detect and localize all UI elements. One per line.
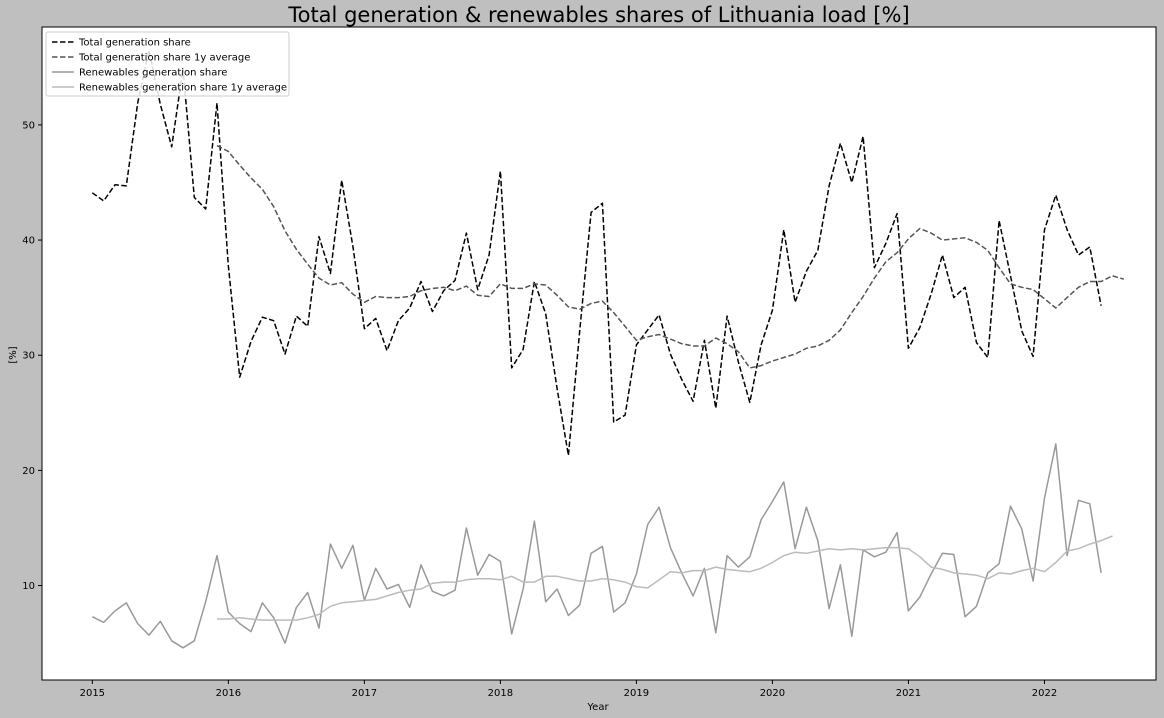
x-ticks: 2015 2016 2017 2018 2019 2020 2021 2022 [80, 680, 1057, 699]
x-tick-label: 2017 [352, 688, 377, 699]
chart-title: Total generation & renewables shares of … [288, 3, 910, 27]
x-tick-label: 2021 [896, 688, 921, 699]
y-ticks: 10 20 30 40 50 [22, 120, 42, 592]
legend-label: Renewables generation share [79, 68, 227, 79]
legend-box [45, 31, 290, 97]
series-line-3 [91, 443, 1102, 649]
legend: Total generation share Total generation s… [45, 31, 290, 97]
plot-area [41, 26, 1157, 681]
y-tick-label: 40 [22, 236, 35, 247]
y-tick-label: 30 [22, 351, 35, 362]
y-tick-label: 20 [22, 466, 35, 477]
x-tick-label: 2019 [624, 688, 649, 699]
y-tick-label: 10 [22, 581, 35, 592]
x-axis-label: Year [586, 702, 609, 713]
x-tick-label: 2015 [80, 688, 105, 699]
y-tick-label: 50 [22, 120, 35, 131]
y-axis-label: [%] [8, 346, 19, 363]
x-tick-label: 2022 [1032, 688, 1057, 699]
legend-label: Total generation share 1y average [78, 53, 250, 64]
legend-label: Renewables generation share 1y average [79, 83, 287, 94]
series-line-4 [217, 535, 1113, 621]
series-layer [91, 49, 1125, 649]
series-line-1 [91, 49, 1102, 457]
legend-label: Total generation share [78, 38, 191, 49]
x-tick-label: 2020 [760, 688, 785, 699]
x-tick-label: 2018 [488, 688, 513, 699]
series-line-2 [216, 144, 1125, 369]
x-tick-label: 2016 [216, 688, 241, 699]
